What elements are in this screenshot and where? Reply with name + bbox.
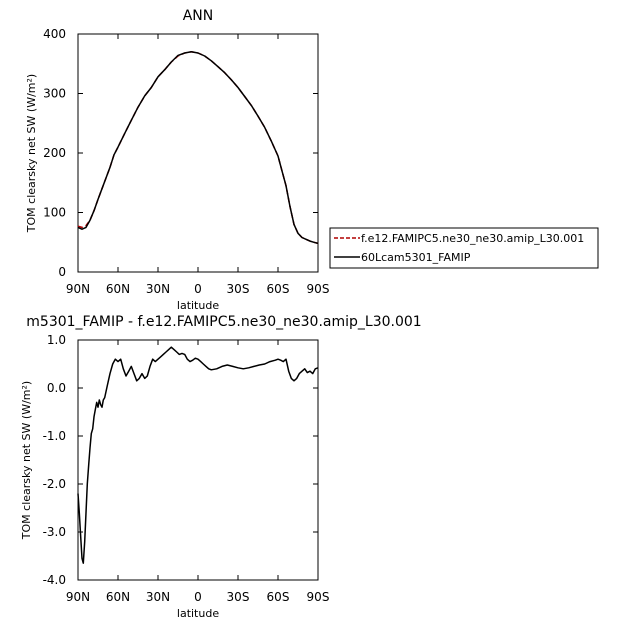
top-y-tick-label: 100	[43, 206, 66, 220]
top-x-tick-label: 60S	[267, 282, 290, 296]
legend: f.e12.FAMIPC5.ne30_ne30.amip_L30.001 60L…	[329, 227, 599, 269]
bottom-x-tick-label: 60S	[267, 590, 290, 604]
top-series-lines	[77, 51, 319, 245]
legend-label-series-1: f.e12.FAMIPC5.ne30_ne30.amip_L30.001	[361, 232, 584, 245]
bottom-y-axis-label: TOM clearsky net SW (W/m²)	[20, 381, 33, 540]
top-x-tick-label: 30N	[146, 282, 170, 296]
top-x-axis-label: latitude	[177, 299, 219, 312]
top-y-ticks: 0 100 200 300 400	[43, 27, 318, 279]
bottom-plot-area	[77, 339, 319, 581]
top-panel: ANN 90N 60N 30N 0 30S 60S 90S 0 100 200 300 400 la…	[25, 8, 329, 312]
top-x-tick-label: 90S	[307, 282, 330, 296]
legend-label-series-2: 60Lcam5301_FAMIP	[361, 251, 471, 264]
bottom-y-ticks: -4.0 -3.0 -2.0 -1.0 0.0 1.0	[43, 333, 318, 587]
top-plot-area	[77, 33, 319, 273]
bottom-x-tick-label: 30S	[227, 590, 250, 604]
bottom-x-axis-label: latitude	[177, 607, 219, 620]
top-chart-title: ANN	[183, 8, 214, 24]
top-y-tick-label: 300	[43, 87, 66, 101]
top-x-ticks: 90N 60N 30N 0 30S 60S 90S	[66, 34, 330, 296]
bottom-x-tick-label: 90N	[66, 590, 90, 604]
bottom-y-tick-label: -3.0	[43, 525, 66, 539]
top-y-tick-label: 400	[43, 27, 66, 41]
top-x-tick-label: 90N	[66, 282, 90, 296]
bottom-x-tick-label: 60N	[106, 590, 130, 604]
bottom-y-tick-label: 1.0	[47, 333, 66, 347]
bottom-x-ticks: 90N 60N 30N 0 30S 60S 90S	[66, 340, 330, 604]
bottom-y-tick-label: 0.0	[47, 381, 66, 395]
top-y-axis-label: TOM clearsky net SW (W/m²)	[25, 74, 38, 233]
top-y-tick-label: 0	[58, 265, 66, 279]
bottom-series-line-1	[77, 346, 319, 564]
top-series-line-2	[77, 51, 319, 245]
bottom-x-tick-label: 30N	[146, 590, 170, 604]
bottom-series-lines	[77, 346, 319, 564]
bottom-y-tick-label: -4.0	[43, 573, 66, 587]
top-x-tick-label: 0	[194, 282, 202, 296]
bottom-x-tick-label: 90S	[307, 590, 330, 604]
bottom-panel: m5301_FAMIP - f.e12.FAMIPC5.ne30_ne30.am…	[20, 314, 422, 620]
top-x-tick-label: 30S	[227, 282, 250, 296]
top-x-tick-label: 60N	[106, 282, 130, 296]
top-y-tick-label: 200	[43, 146, 66, 160]
bottom-x-tick-label: 0	[194, 590, 202, 604]
bottom-y-tick-label: -2.0	[43, 477, 66, 491]
top-series-line-1	[77, 51, 319, 245]
bottom-y-tick-label: -1.0	[43, 429, 66, 443]
bottom-chart-title: m5301_FAMIP - f.e12.FAMIPC5.ne30_ne30.am…	[26, 314, 421, 330]
legend-box	[329, 227, 599, 269]
